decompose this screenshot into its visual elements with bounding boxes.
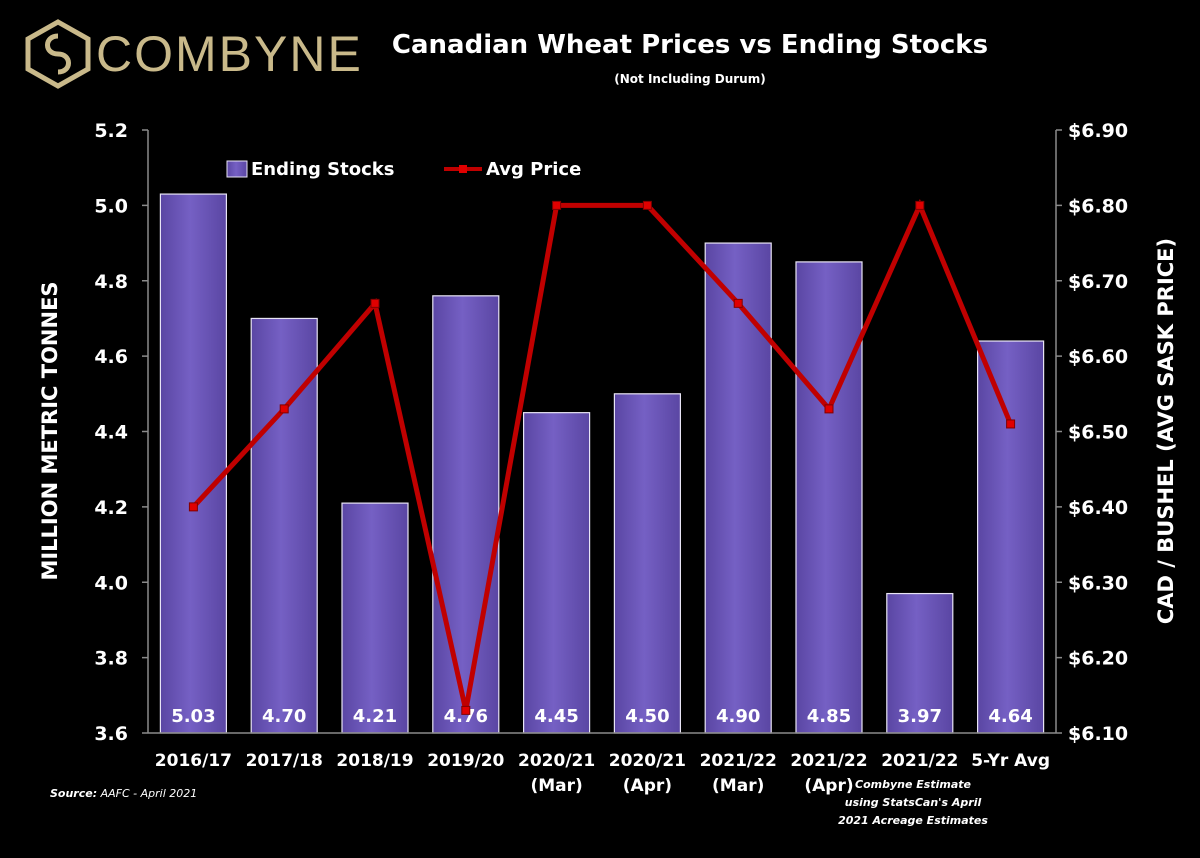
right-tick-label-6: $6.70	[1068, 271, 1128, 293]
x-tick-label-1-0: 2017/18	[246, 751, 323, 771]
x-tick-label-3-0: 2019/20	[427, 751, 504, 771]
bars-layer: 5.03 4.70 4.21 4.76 4.45 4.50 4.90 4.85 3.97 4.64	[159, 193, 1045, 734]
x-tick-label-5-1: (Apr)	[623, 776, 672, 796]
x-tick-label-9-0: 5-Yr Avg	[971, 751, 1050, 771]
price-point-1	[279, 404, 289, 414]
bar-9	[976, 340, 1045, 734]
legend-swatch-marker-avg-price	[459, 165, 467, 173]
right-axis-title: CAD / BUSHEL (AVG SASK PRICE)	[1154, 238, 1178, 624]
bar-6	[704, 242, 772, 734]
x-tick-label-6-1: (Mar)	[712, 776, 764, 796]
bar-4	[522, 412, 591, 734]
left-tick-label-2: 4.0	[94, 572, 128, 594]
x-tick-label-2-0: 2018/19	[336, 751, 413, 771]
source-label: Source:	[50, 787, 98, 800]
legend: Ending Stocks Avg Price	[226, 159, 581, 180]
bar-label-8: 3.97	[898, 706, 942, 727]
price-point-9	[1006, 419, 1016, 429]
bar-5	[613, 393, 682, 734]
combyne-logo-icon	[25, 19, 91, 89]
bar-8	[886, 592, 954, 734]
x-tick-label-4-1: (Mar)	[530, 776, 582, 796]
bar-label-7: 4.85	[807, 706, 851, 727]
legend-swatch-ending-stocks	[226, 160, 248, 178]
x-tick-label-7-0: 2021/22	[790, 751, 867, 771]
chart-title: Canadian Wheat Prices vs Ending Stocks	[391, 30, 989, 60]
right-tick-label-1: $6.20	[1068, 648, 1128, 670]
x-tick-label-7-1: (Apr)	[804, 776, 853, 796]
x-tick-label-0-0: 2016/17	[155, 751, 232, 771]
bar-label-6: 4.90	[716, 706, 760, 727]
left-tick-label-8: 5.2	[94, 120, 128, 142]
right-tick-label-3: $6.40	[1068, 497, 1128, 519]
line-layer	[188, 199, 1016, 715]
price-point-4	[552, 200, 562, 210]
bar-3	[432, 295, 500, 734]
left-axis-title: MILLION METRIC TONNES	[38, 281, 62, 580]
price-point-2	[370, 298, 380, 308]
source-note: Source: AAFC - April 2021	[50, 787, 197, 800]
left-tick-label-5: 4.6	[94, 346, 128, 368]
axes-layer: 3.6 3.8 4.0 4.2 4.4 4.6 4.8 5.0 5.2 $6.10 $6.20 $6.…	[38, 120, 1178, 796]
right-tick-label-2: $6.30	[1068, 572, 1128, 594]
price-point-3	[461, 705, 471, 715]
right-tick-label-5: $6.60	[1068, 346, 1128, 368]
x-tick-label-4-0: 2020/21	[518, 751, 595, 771]
bar-label-9: 4.64	[988, 706, 1032, 727]
brand-name: COMBYNE	[96, 26, 363, 82]
right-tick-label-0: $6.10	[1068, 723, 1128, 745]
x-tick-label-6-0: 2021/22	[700, 751, 777, 771]
bar-label-2: 4.21	[353, 706, 397, 727]
bar-0	[159, 193, 227, 734]
legend-label-avg-price: Avg Price	[486, 159, 581, 180]
bar-label-3: 4.76	[444, 706, 488, 727]
left-tick-label-6: 4.8	[94, 271, 128, 293]
left-tick-label-4: 4.4	[94, 422, 128, 444]
right-tick-label-4: $6.50	[1068, 422, 1128, 444]
right-tick-label-7: $6.80	[1068, 195, 1128, 217]
bar-label-4: 4.45	[534, 706, 578, 727]
price-point-5	[642, 200, 652, 210]
source-text: AAFC - April 2021	[100, 787, 198, 800]
x-tick-label-8-0: 2021/22	[881, 751, 958, 771]
bar-7	[795, 261, 863, 734]
right-tick-label-8: $6.90	[1068, 120, 1128, 142]
x-tick-label-5-0: 2020/21	[609, 751, 686, 771]
left-tick-label-1: 3.8	[94, 648, 128, 670]
chart-subtitle: (Not Including Durum)	[614, 72, 766, 86]
legend-label-ending-stocks: Ending Stocks	[251, 159, 394, 180]
price-point-0	[188, 502, 198, 512]
price-point-8	[915, 200, 925, 210]
bar-label-0: 5.03	[171, 706, 215, 727]
bar-2	[341, 502, 409, 734]
bar-label-1: 4.70	[262, 706, 306, 727]
price-line	[191, 199, 1013, 711]
left-tick-label-0: 3.6	[94, 723, 128, 745]
estimate-note: Combyne Estimate using StatsCan's April …	[838, 778, 988, 827]
price-point-7	[824, 404, 834, 414]
left-tick-label-7: 5.0	[94, 195, 128, 217]
left-tick-label-3: 4.2	[94, 497, 128, 519]
bar-label-5: 4.50	[625, 706, 669, 727]
price-point-6	[733, 298, 743, 308]
